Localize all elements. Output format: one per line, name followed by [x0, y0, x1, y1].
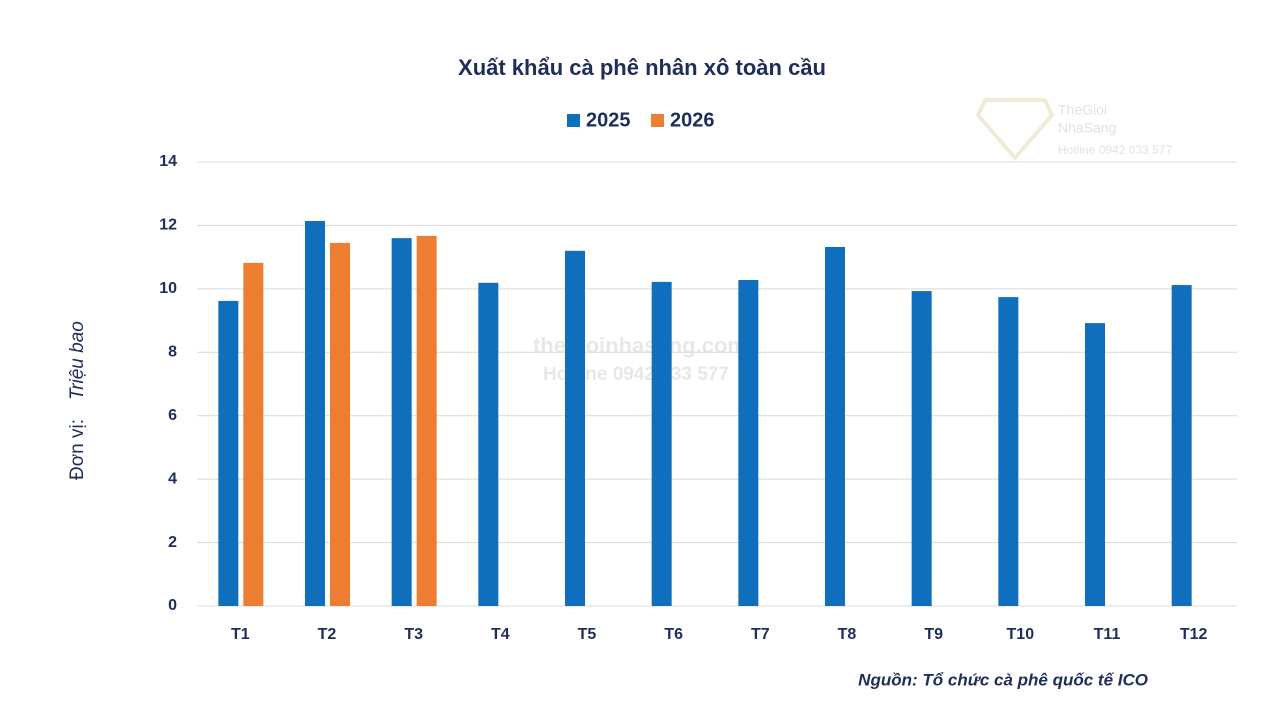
y-tick-label: 2 — [168, 534, 177, 551]
bar — [1085, 323, 1105, 606]
bar — [416, 235, 437, 606]
y-axis-title: Đơn vị: Triệu bao — [67, 321, 88, 480]
y-label: Triệu bao — [67, 321, 88, 400]
x-tick-label: T7 — [751, 626, 770, 643]
bar — [825, 246, 845, 606]
bar — [565, 250, 585, 607]
x-tick-label: T3 — [404, 626, 423, 643]
bar — [243, 262, 264, 606]
bar — [998, 297, 1019, 606]
bar — [218, 300, 239, 606]
x-tick-label: T2 — [318, 626, 337, 643]
logo-text: Hotline 0942 033 577 — [1058, 143, 1172, 157]
legend-swatch — [567, 114, 580, 127]
logo-text: NhaSang — [1058, 120, 1116, 136]
x-tick-label: T5 — [578, 626, 597, 643]
bar — [911, 291, 932, 606]
bar — [330, 242, 350, 606]
bar — [391, 238, 412, 606]
x-tick-label: T6 — [664, 626, 683, 643]
chart-title: Xuất khẩu cà phê nhân xô toàn cầu — [458, 55, 826, 80]
y-tick-label: 12 — [159, 217, 177, 234]
logo-text: TheGioi — [1058, 102, 1107, 118]
source-note: Nguồn: Tổ chức cà phê quốc tế ICO — [858, 670, 1148, 689]
bar — [478, 282, 499, 606]
bar — [1171, 285, 1192, 606]
y-tick-label: 14 — [159, 153, 177, 170]
y-tick-label: 10 — [159, 280, 177, 297]
x-tick-label: T12 — [1180, 626, 1208, 643]
y-tick-label: 4 — [168, 470, 177, 487]
y-tick-label: 8 — [168, 344, 177, 361]
bar — [305, 220, 325, 606]
bar — [738, 279, 759, 606]
x-tick-label: T8 — [838, 626, 857, 643]
x-tick-label: T11 — [1094, 626, 1121, 643]
legend-swatch — [651, 114, 664, 127]
y-tick-label: 6 — [168, 407, 177, 424]
logo-icon — [975, 98, 1055, 162]
x-tick-label: T10 — [1007, 626, 1035, 643]
y-tick-label: 0 — [168, 597, 177, 614]
bar — [651, 281, 672, 606]
legend-label: 2026 — [670, 109, 715, 131]
x-tick-label: T1 — [231, 626, 250, 643]
watermark: thegioinhasang.com Hotline 0942 033 577 … — [533, 98, 1172, 385]
y-label-prefix: Đơn vị: — [67, 419, 88, 480]
x-tick-label: T9 — [924, 626, 943, 643]
watermark-text: Hotline 0942 033 577 — [543, 364, 729, 385]
x-tick-label: T4 — [491, 626, 510, 643]
legend-label: 2025 — [586, 109, 631, 131]
